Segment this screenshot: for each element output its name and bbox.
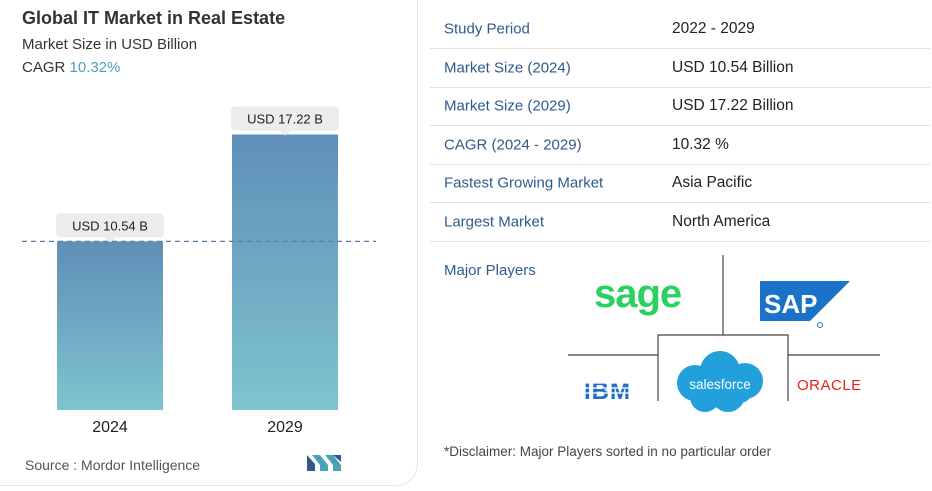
chart-subtitle: Market Size in USD Billion (22, 36, 198, 53)
data-label-pointer (104, 237, 116, 243)
row-value: North America (672, 212, 771, 230)
summary-row: Market Size (2029) USD 17.22 Billion (430, 87, 930, 126)
cagr-label: CAGR (22, 59, 66, 76)
sap-logo: SAP (760, 281, 850, 328)
row-value: USD 10.54 Billion (672, 58, 794, 76)
sap-logo-text: SAP (764, 289, 817, 319)
row-value: USD 17.22 Billion (672, 96, 794, 114)
summary-row: CAGR (2024 - 2029) 10.32 % (430, 126, 930, 165)
source-note: Source : Mordor Intelligence (25, 457, 201, 473)
data-label-pointer (279, 130, 291, 136)
salesforce-logo-text: salesforce (689, 377, 751, 392)
bar-2029 (232, 134, 338, 411)
bar-2024 (57, 241, 163, 410)
major-players-label: Major Players (444, 262, 536, 279)
row-label: Study Period (444, 20, 530, 38)
row-label: Market Size (2024) (444, 59, 571, 77)
mordor-intelligence-logo (307, 455, 341, 471)
grid-divider (657, 334, 789, 401)
salesforce-logo: salesforce (677, 351, 763, 412)
summary-panel: Study Period 2022 - 2029 Market Size (20… (430, 0, 932, 491)
bar-chart: USD 10.54 B 2024 USD 17.22 B 2029 (22, 106, 376, 436)
row-label: Largest Market (444, 213, 545, 231)
row-value: 10.32 % (672, 135, 729, 153)
data-label: USD 17.22 B (247, 111, 323, 126)
x-tick-label: 2029 (267, 419, 303, 436)
row-label: CAGR (2024 - 2029) (444, 136, 582, 154)
data-label-box (56, 213, 164, 238)
row-label: Market Size (2029) (444, 97, 571, 115)
chart-title: Global IT Market in Real Estate (22, 8, 286, 28)
oracle-logo: ORACLE (797, 377, 862, 394)
summary-row: Fastest Growing Market Asia Pacific (430, 164, 930, 203)
summary-row: Study Period 2022 - 2029 (430, 10, 930, 49)
sage-logo: sage (594, 272, 681, 316)
data-label: USD 10.54 B (72, 218, 148, 233)
summary-row: Largest Market North America (430, 203, 930, 242)
major-players-grid: sage SAP IBM salesforce (568, 255, 880, 412)
row-value: 2022 - 2029 (672, 19, 755, 37)
ibm-logo-text: IBM (584, 378, 631, 405)
x-tick-label: 2024 (92, 419, 128, 436)
cagr-line: CAGR 10.32% (22, 59, 120, 76)
ibm-logo: IBM (582, 378, 646, 405)
cagr-value: 10.32% (69, 59, 121, 76)
disclaimer-note: *Disclaimer: Major Players sorted in no … (444, 444, 772, 459)
data-label-box (231, 106, 339, 131)
summary-row: Market Size (2024) USD 10.54 Billion (430, 49, 930, 88)
row-value: Asia Pacific (672, 173, 753, 191)
chart-card: Global IT Market in Real Estate Market S… (0, 0, 418, 486)
row-label: Fastest Growing Market (444, 174, 604, 192)
